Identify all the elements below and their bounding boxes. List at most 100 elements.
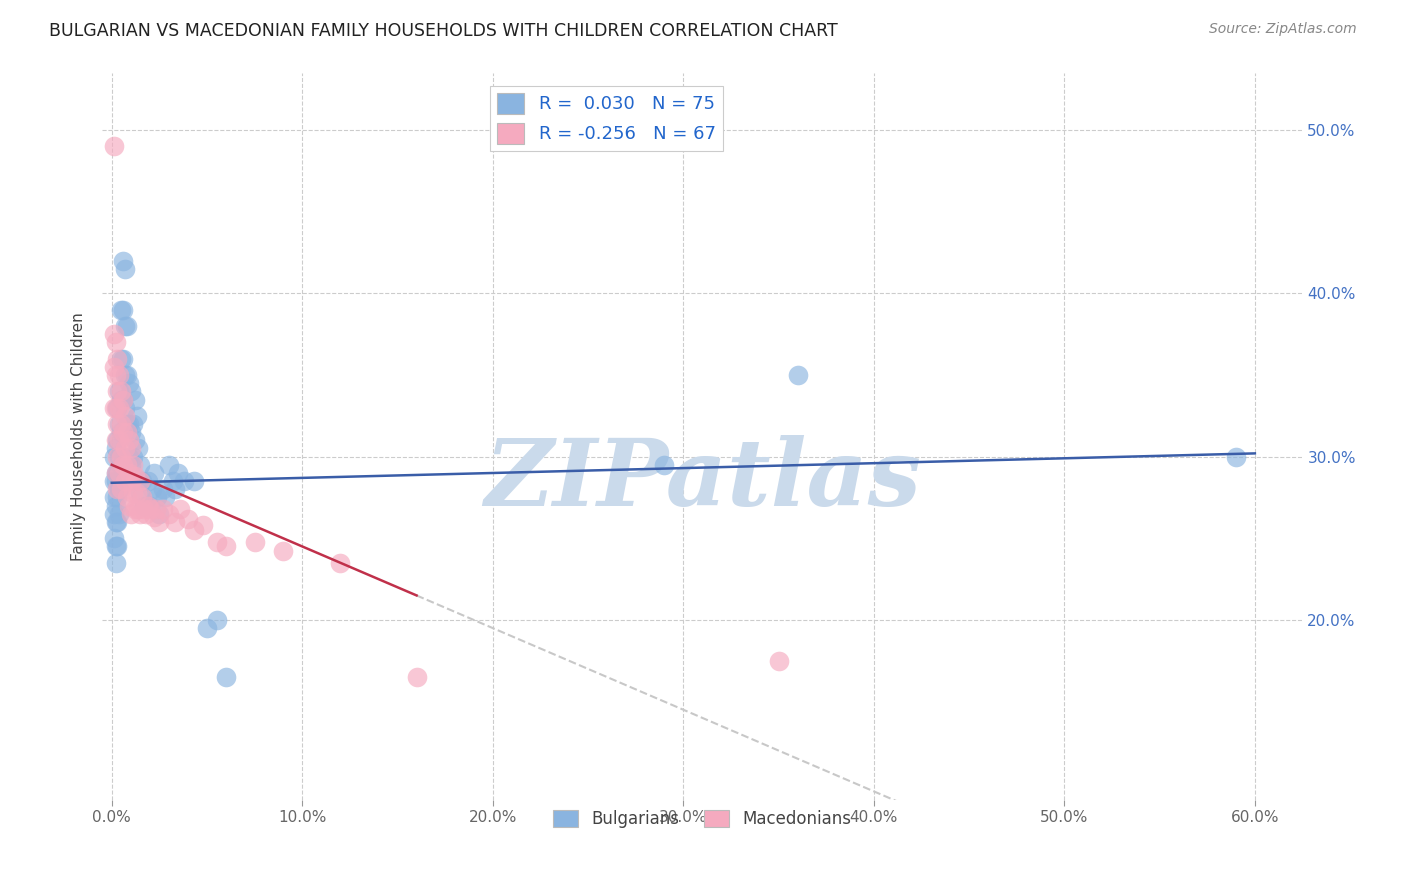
Point [135,507,157,521]
Point [183,474,205,488]
Point [104,368,127,382]
Point [148,515,170,529]
Point [139,499,162,513]
Point [110,425,132,439]
Point [118,376,141,391]
Point [104,556,127,570]
Point [129,485,152,500]
Point [110,384,132,399]
Point [1225,450,1247,464]
Point [195,621,218,635]
Point [114,401,136,415]
Point [177,512,200,526]
Point [107,450,129,464]
Point [329,556,352,570]
Point [118,466,141,480]
Point [110,351,132,366]
Point [153,491,176,505]
Point [114,409,136,423]
Point [205,534,228,549]
Point [112,458,135,472]
Point [120,458,142,472]
Point [108,507,131,521]
Point [131,491,153,505]
Point [103,474,125,488]
Point [115,491,138,505]
Legend: Bulgarians, Macedonians: Bulgarians, Macedonians [547,804,858,835]
Point [118,417,141,431]
Point [115,368,138,382]
Point [112,425,135,439]
Point [108,417,131,431]
Point [124,392,146,407]
Point [120,384,142,399]
Point [103,450,125,464]
Point [107,540,129,554]
Point [152,502,174,516]
Point [114,442,136,456]
Point [104,466,127,480]
Point [127,442,149,456]
Point [108,401,131,415]
Point [120,442,142,456]
Point [108,384,131,399]
Point [131,474,153,488]
Point [110,392,132,407]
Point [125,485,148,500]
Point [115,319,138,334]
Point [103,491,125,505]
Point [114,474,136,488]
Point [786,368,808,382]
Point [104,515,127,529]
Point [115,417,138,431]
Point [146,491,169,505]
Point [121,485,143,500]
Point [108,466,131,480]
Point [115,425,138,439]
Y-axis label: Family Households with Children: Family Households with Children [72,312,86,561]
Point [124,502,146,516]
Point [103,531,125,545]
Point [108,434,131,448]
Point [104,401,127,415]
Point [120,474,142,488]
Point [129,474,152,488]
Point [121,450,143,464]
Point [103,327,125,342]
Point [112,302,135,317]
Point [115,458,138,472]
Point [104,335,127,350]
Point [121,417,143,431]
Point [148,507,170,521]
Point [103,359,125,374]
Point [118,450,141,464]
Point [193,518,215,533]
Point [125,409,148,423]
Point [142,466,165,480]
Text: BULGARIAN VS MACEDONIAN FAMILY HOUSEHOLDS WITH CHILDREN CORRELATION CHART: BULGARIAN VS MACEDONIAN FAMILY HOUSEHOLD… [49,22,838,40]
Point [110,302,132,317]
Point [124,469,146,483]
Point [134,502,156,516]
Point [118,434,141,448]
Point [114,368,136,382]
Point [652,458,675,472]
Point [104,474,127,488]
Point [157,458,180,472]
Text: Source: ZipAtlas.com: Source: ZipAtlas.com [1209,22,1357,37]
Point [405,670,427,684]
Point [243,534,266,549]
Point [162,474,184,488]
Point [139,502,162,516]
Point [145,502,167,516]
Point [215,670,238,684]
Point [205,613,228,627]
Point [120,425,142,439]
Point [104,540,127,554]
Point [157,507,180,521]
Point [142,510,165,524]
Point [107,466,129,480]
Point [108,483,131,497]
Point [104,466,127,480]
Point [110,450,132,464]
